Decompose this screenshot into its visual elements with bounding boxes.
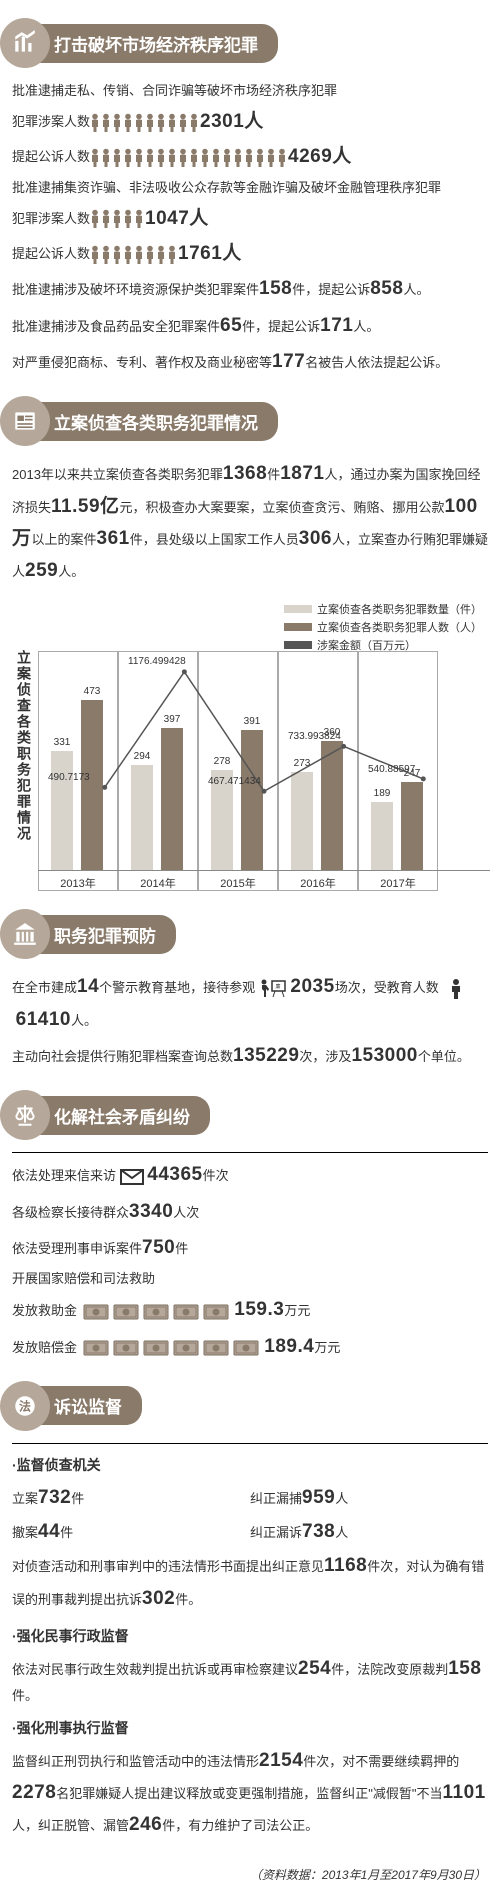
section-5-title: 诉讼监督 [40, 1386, 142, 1425]
person-icon [442, 980, 470, 995]
chart-legend: 立案侦查各类职务犯罪数量（件） 立案侦查各类职务犯罪人数（人） 涉案金额（百万元… [284, 601, 482, 655]
legend-sw-b [284, 623, 312, 631]
svg-text:法: 法 [19, 1399, 31, 1413]
section-5-content: ·监督侦查机关 立案732件纠正漏捕959人撤案44件纠正漏诉738人 对侦查活… [0, 1454, 500, 1842]
s3-p2: 主动向社会提供行贿犯罪档案查询总数135229次，涉及153000个单位。 [12, 1040, 488, 1072]
s1-p1: 批准逮捕涉及破坏环境资源保护类犯罪案件158件，提起公诉858人。 [12, 273, 488, 305]
s4-r2: 各级检察长接待群众3340人次 [12, 1196, 488, 1228]
bar-chart: 331473294397278391273360189247490.717311… [38, 651, 490, 871]
section-4-header: 化解社会矛盾纠纷 [0, 1090, 500, 1140]
document-icon [0, 396, 50, 446]
section-1-header: 打击破坏市场经济秩序犯罪 [0, 18, 500, 68]
data-source: （资料数据：2013年1月至2017年9月30日） [0, 1846, 500, 1897]
s4-r6: 发放赔偿金 189.4万元 [12, 1331, 488, 1363]
s3-p1: 在全市建成14个警示教育基地，接待参观 廉 2035场次，受教育人数 61410… [12, 971, 488, 1036]
people-icons-1 [90, 111, 200, 133]
s4-r1: 依法处理来信来访 44365件次 [12, 1159, 488, 1191]
s4-r5: 发放救助金 159.3万元 [12, 1294, 488, 1326]
divider-1 [12, 1152, 488, 1153]
section-2-header: 立案侦查各类职务犯罪情况 [0, 396, 500, 446]
people-icons-2 [90, 146, 288, 168]
s5-p3: 监督纠正刑罚执行和监管活动中的违法情形2154件次，对不需要继续羁押的2278名… [12, 1745, 488, 1842]
people-icons-3 [90, 208, 145, 230]
s5-p2: 依法对民事行政生效裁判提出抗诉或再审检察建议254件，法院改变原裁判158件。 [12, 1653, 488, 1707]
section-2-title: 立案侦查各类职务犯罪情况 [40, 402, 278, 441]
chart-ylabel: 立案侦查各类职务犯罪情况 [10, 601, 38, 891]
s1-p2: 批准逮捕涉及食品药品安全犯罪案件65件，提起公诉171人。 [12, 310, 488, 342]
s1-row4: 提起公诉人数 1761人 [12, 238, 488, 270]
section-5-header: 法 诉讼监督 [0, 1381, 500, 1431]
presentation-icon: 廉 [259, 980, 287, 995]
people-icons-4 [90, 243, 178, 265]
s2-text: 2013年以来共立案侦查各类职务犯罪1368件1871人，通过办案为国家挽回经济… [12, 458, 488, 587]
x-axis-labels: 2013年2014年2015年2016年2017年 [38, 871, 490, 891]
scales-icon [0, 1090, 50, 1140]
section-3-title: 职务犯罪预防 [40, 915, 176, 954]
stat-grid: 立案732件纠正漏捕959人撤案44件纠正漏诉738人 [12, 1482, 488, 1551]
section-1-content: 批准逮捕走私、传销、合同诈骗等破坏市场经济秩序犯罪 犯罪涉案人数 2301人 提… [0, 80, 500, 378]
market-icon [0, 18, 50, 68]
legend-sw-a [284, 605, 312, 613]
s5-sub1: ·监督侦查机关 [12, 1454, 488, 1478]
s1-intro: 批准逮捕走私、传销、合同诈骗等破坏市场经济秩序犯罪 [12, 80, 488, 102]
envelope-icon [120, 1168, 144, 1183]
section-2-content: 2013年以来共立案侦查各类职务犯罪1368件1871人，通过办案为国家挽回经济… [0, 458, 500, 587]
money-icons-2 [81, 1340, 261, 1355]
law-icon: 法 [0, 1381, 50, 1431]
divider-2 [12, 1443, 488, 1444]
s1-row1: 犯罪涉案人数 2301人 [12, 106, 488, 138]
section-3-content: 在全市建成14个警示教育基地，接待参观 廉 2035场次，受教育人数 61410… [0, 971, 500, 1072]
section-1-title: 打击破坏市场经济秩序犯罪 [40, 24, 278, 63]
section-4-content: 依法处理来信来访 44365件次 各级检察长接待群众3340人次 依法受理刑事申… [0, 1159, 500, 1363]
section-3-header: 职务犯罪预防 [0, 909, 500, 959]
s4-r3: 依法受理刑事申诉案件750件 [12, 1232, 488, 1264]
s1-row2: 提起公诉人数 4269人 [12, 141, 488, 173]
s4-r4: 开展国家赔偿和司法救助 [12, 1268, 488, 1290]
money-icons-1 [81, 1303, 231, 1318]
s1-p3: 对严重侵犯商标、专利、著作权及商业秘密等177名被告人依法提起公诉。 [12, 346, 488, 378]
section-4-title: 化解社会矛盾纠纷 [40, 1096, 210, 1135]
s1-row3: 犯罪涉案人数 1047人 [12, 203, 488, 235]
s5-sub2: ·强化民事行政监督 [12, 1625, 488, 1649]
chart-container: 立案侦查各类职务犯罪情况 立案侦查各类职务犯罪数量（件） 立案侦查各类职务犯罪人… [0, 591, 500, 891]
svg-text:廉: 廉 [275, 983, 280, 990]
s5-p1: 对侦查活动和刑事审判中的违法情形书面提出纠正意见1168件次，对认为确有错误的刑… [12, 1550, 488, 1615]
legend-sw-c [284, 641, 312, 649]
s1-intro2: 批准逮捕集资诈骗、非法吸收公众存款等金融诈骗及破坏金融管理秩序犯罪 [12, 177, 488, 199]
s5-sub3: ·强化刑事执行监督 [12, 1717, 488, 1741]
